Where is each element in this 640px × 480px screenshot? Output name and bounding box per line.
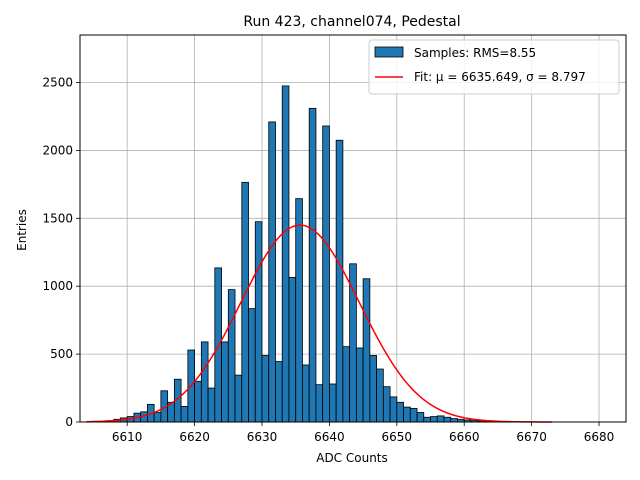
histogram-bar [369,355,377,423]
histogram-bar [443,416,452,423]
histogram-bar [376,368,384,423]
histogram-bar [288,276,297,423]
y-axis-label: Entries [15,209,29,251]
legend-box [368,39,620,95]
x-tick-label: 6650 [382,430,413,444]
y-tick-label: 500 [50,347,73,361]
histogram-bar [403,406,411,423]
y-tick-label: 1000 [42,279,73,293]
histogram-bar [355,347,364,423]
histogram-bar [349,263,357,423]
histogram-bar [416,412,425,423]
histogram-bar [207,387,216,423]
histogram-bars [86,85,533,423]
y-tick-label: 1500 [42,211,73,225]
x-axis-label: ADC Counts [316,451,388,465]
x-axis-ticks: 6610 6620 6630 6640 6650 6660 6670 6680 [112,422,614,444]
histogram-bar [382,386,391,423]
y-tick-label: 2500 [42,76,73,90]
x-tick-label: 6620 [179,430,210,444]
histogram-bar [396,401,404,423]
histogram-bar [450,418,458,423]
histogram-bar [180,405,189,423]
x-tick-label: 6670 [516,430,547,444]
histogram-bar [302,364,310,423]
histogram-bar [308,107,317,423]
legend-label-fit: Fit: μ = 6635.649, σ = 8.797 [414,70,586,84]
x-tick-label: 6640 [314,430,345,444]
histogram-bar [241,181,249,423]
legend-swatch-samples [374,46,404,58]
histogram-bar [268,121,276,423]
y-axis-ticks: 0 500 1000 1500 2000 2500 [42,76,80,429]
histogram-bar [261,355,270,423]
x-tick-label: 6610 [112,430,143,444]
x-tick-label: 6660 [449,430,480,444]
y-tick-label: 2000 [42,143,73,157]
histogram-bar [254,221,263,423]
histogram-bar [275,361,283,423]
plot-frame [79,34,627,423]
histogram-bar [430,416,438,423]
chart-title: Run 423, channel074, Pedestal [243,14,460,30]
y-tick-label: 0 [65,415,73,429]
x-tick-label: 6680 [584,430,615,444]
histogram-bar [389,396,398,423]
histogram-bar [322,125,330,423]
histogram-bar [342,346,351,423]
histogram-bar [153,412,162,423]
histogram-bar [200,341,209,423]
histogram-bar [436,415,445,423]
histogram-bar [248,308,256,423]
fit-curve [86,224,552,423]
histogram-bar [295,198,303,423]
histogram-bar [234,374,243,423]
histogram-bar [221,341,229,423]
legend: Samples: RMS=8.55 Fit: μ = 6635.649, σ =… [368,39,620,95]
histogram-bar [362,278,371,423]
histogram-bar [281,85,290,423]
histogram-bar [315,384,324,423]
histogram-bar [329,383,337,423]
histogram-bar [423,416,431,423]
legend-label-samples: Samples: RMS=8.55 [414,46,536,60]
histogram-bar [194,380,202,423]
histogram-bar [335,139,344,423]
histogram-bar [227,289,236,423]
histogram-bar [409,408,418,423]
x-tick-label: 6630 [247,430,278,444]
